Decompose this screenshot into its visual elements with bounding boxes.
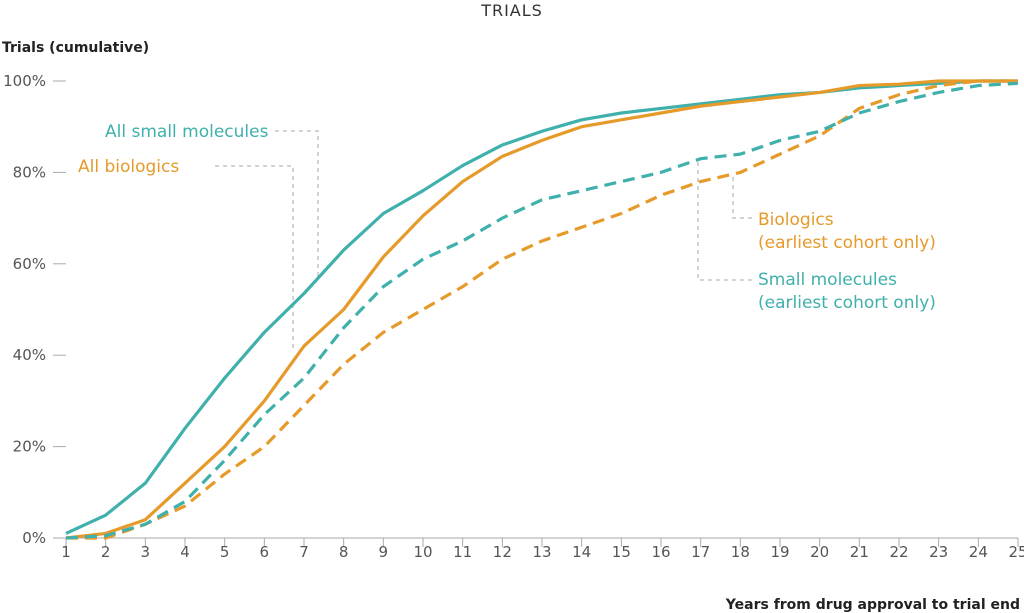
x-tick-label: 8 [339, 543, 349, 561]
x-tick-label: 21 [850, 543, 869, 561]
x-tick-label: 14 [572, 543, 591, 561]
label-all-biologics: All biologics [78, 157, 179, 177]
x-tick-label: 25 [1008, 543, 1024, 561]
series-line-3 [65, 81, 1019, 540]
x-tick-label: 22 [889, 543, 908, 561]
series-line-0 [65, 79, 1018, 535]
x-tick-label: 7 [299, 543, 309, 561]
y-tick-label: 20% [13, 438, 46, 456]
label-small-molecules-earliest-sub: (earliest cohort only) [758, 293, 936, 313]
annotation-leader-line [732, 176, 752, 219]
annotation-leader-line [275, 130, 319, 280]
y-axis-title: Trials (cumulative) [2, 40, 149, 56]
x-tick-label: 20 [810, 543, 829, 561]
x-tick-label: 19 [770, 543, 789, 561]
x-tick-label: 13 [532, 543, 551, 561]
x-tick-label: 18 [731, 543, 750, 561]
x-tick-label: 1 [61, 543, 71, 561]
x-tick-label: 24 [969, 543, 988, 561]
label-biologics-earliest: Biologics [758, 210, 834, 230]
y-tick-label: 80% [13, 163, 46, 181]
x-axis-title: Years from drug approval to trial end [725, 597, 1020, 613]
x-tick-label: 12 [493, 543, 512, 561]
label-all-small-molecules: All small molecules [105, 122, 269, 142]
y-tick-label: 100% [3, 72, 46, 90]
y-tick-label: 40% [13, 346, 46, 364]
annotation-leader-line [215, 165, 294, 350]
x-tick-label: 6 [260, 543, 270, 561]
x-tick-label: 15 [612, 543, 631, 561]
x-tick-label: 4 [180, 543, 190, 561]
x-tick-label: 11 [453, 543, 472, 561]
x-tick-label: 16 [651, 543, 670, 561]
x-tick-label: 5 [220, 543, 230, 561]
x-tick-label: 2 [101, 543, 111, 561]
x-tick-label: 10 [413, 543, 432, 561]
x-tick-label: 17 [691, 543, 710, 561]
x-tick-label: 9 [379, 543, 389, 561]
x-tick-label: 23 [929, 543, 948, 561]
series-line-2 [66, 79, 1018, 540]
x-tick-label: 3 [141, 543, 151, 561]
y-tick-label: 0% [22, 529, 46, 547]
y-tick-label: 60% [13, 255, 46, 273]
chart-title: TRIALS [480, 1, 543, 20]
annotation-leader-line [697, 158, 752, 281]
label-small-molecules-earliest: Small molecules [758, 270, 897, 290]
label-biologics-earliest-sub: (earliest cohort only) [758, 233, 936, 253]
series-line-1 [65, 79, 1018, 540]
